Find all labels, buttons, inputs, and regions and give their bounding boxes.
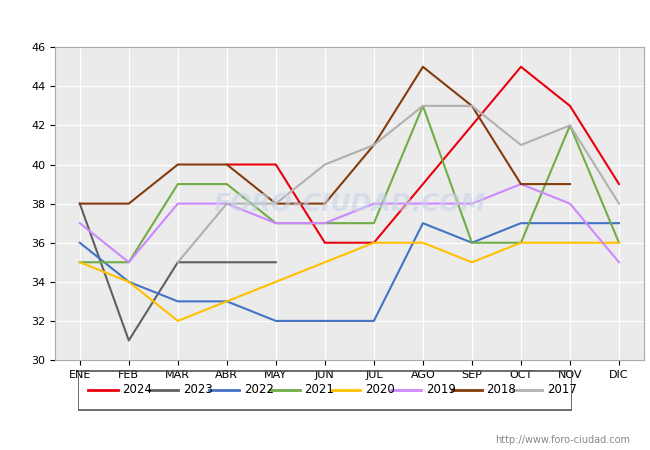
Text: 2018: 2018: [487, 383, 516, 396]
Text: 2021: 2021: [305, 383, 334, 396]
Text: 2020: 2020: [365, 383, 395, 396]
Text: http://www.foro-ciudad.com: http://www.foro-ciudad.com: [495, 435, 630, 445]
Text: 2019: 2019: [426, 383, 456, 396]
Text: Afiliados en Cepeda a 31/5/2024: Afiliados en Cepeda a 31/5/2024: [190, 12, 460, 31]
Text: 2022: 2022: [244, 383, 274, 396]
Text: 2023: 2023: [183, 383, 213, 396]
Text: 2017: 2017: [547, 383, 577, 396]
Text: 2024: 2024: [122, 383, 152, 396]
Text: FORO-CIUDAD.COM: FORO-CIUDAD.COM: [213, 192, 486, 216]
